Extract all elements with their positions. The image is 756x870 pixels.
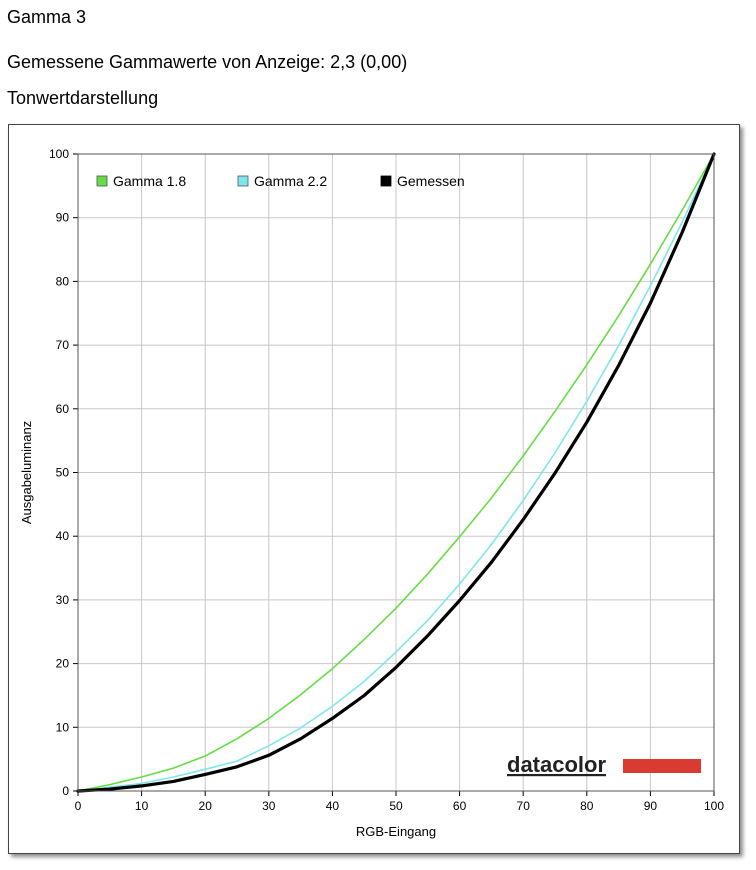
series-line-gamma-2-2 [77,153,715,792]
x-tick-label: 20 [199,799,213,813]
y-tick-label: 30 [56,593,70,607]
chart-container: 0 10 20 30 40 50 60 70 80 90 100 0 10 20 30 40 50 60 70 80… [8,124,740,854]
measured-gamma-text: Gemessene Gammawerte von Anzeige: 2,3 (0… [7,52,408,72]
grid [78,154,714,791]
x-tick-label: 100 [704,799,724,813]
page-title: Gamma 3 [7,7,87,27]
y-tick-labels: 0 10 20 30 40 50 60 70 80 90 100 [49,147,69,798]
x-tick-label: 50 [389,799,403,813]
x-axis-title: RGB-Eingang [356,824,436,839]
x-tick-label: 90 [644,799,658,813]
logo-bar [623,759,701,773]
axes [73,153,715,796]
legend-swatch [380,175,392,187]
tone-response-chart: 0 10 20 30 40 50 60 70 80 90 100 0 10 20 30 40 50 60 70 80… [19,147,725,839]
y-tick-label: 80 [56,274,70,288]
series-line-gemessen [76,152,716,793]
x-tick-label: 80 [580,799,594,813]
section-heading: Tonwertdarstellung [7,88,159,108]
x-tick-label: 70 [517,799,531,813]
legend-swatch [96,175,108,187]
legend: Gamma 1.8 Gamma 2.2 Gemessen [96,173,465,189]
y-tick-label: 90 [56,211,70,225]
y-tick-label: 20 [56,657,70,671]
y-tick-label: 70 [56,338,70,352]
series-lines [76,152,716,793]
datacolor-logo: datacolor [507,752,701,777]
x-tick-label: 60 [453,799,467,813]
y-tick-label: 40 [56,529,70,543]
y-tick-label: 0 [62,784,69,798]
plot-border [77,153,715,792]
y-tick-label: 50 [56,466,70,480]
x-tick-label: 30 [262,799,276,813]
x-tick-labels: 0 10 20 30 40 50 60 70 80 90 100 [75,799,725,813]
legend-label: Gamma 2.2 [254,173,327,189]
y-axis-title: Ausgabeluminanz [19,421,34,524]
y-tick-label: 10 [56,720,70,734]
x-tick-label: 40 [326,799,340,813]
legend-label: Gamma 1.8 [113,173,186,189]
y-tick-label: 100 [49,147,69,161]
logo-text: datacolor [507,752,606,777]
y-tick-label: 60 [56,402,70,416]
x-tick-label: 0 [75,799,82,813]
legend-swatch [237,175,249,187]
legend-label: Gemessen [397,173,465,189]
x-tick-label: 10 [135,799,149,813]
series-line-gamma-1-8 [77,153,715,792]
